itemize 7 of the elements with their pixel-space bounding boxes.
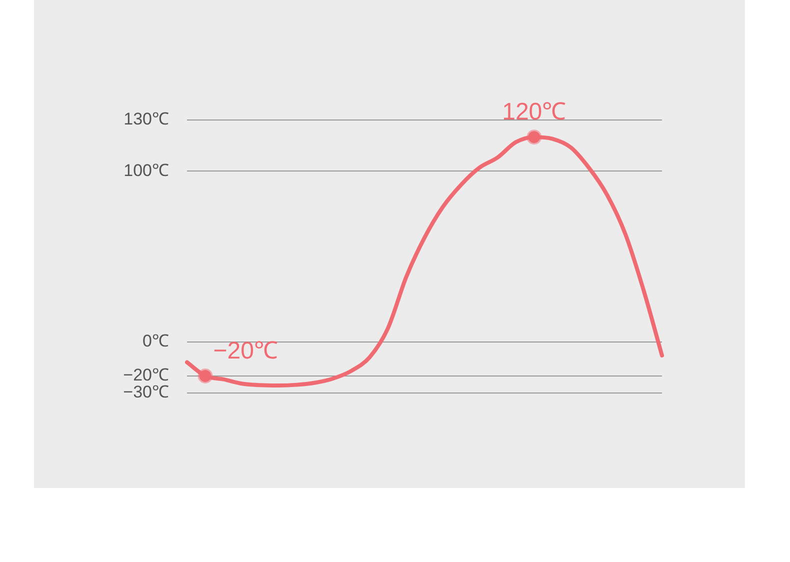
y-tick-label: 100℃	[124, 160, 169, 180]
data-label: −20℃	[213, 338, 278, 365]
y-tick-label: −20℃	[123, 366, 169, 385]
y-tick-label: −30℃	[123, 382, 169, 402]
y-tick-label: 130℃	[124, 110, 169, 129]
y-tick-label: 0℃	[142, 332, 169, 350]
data-label: 120℃	[502, 98, 566, 126]
